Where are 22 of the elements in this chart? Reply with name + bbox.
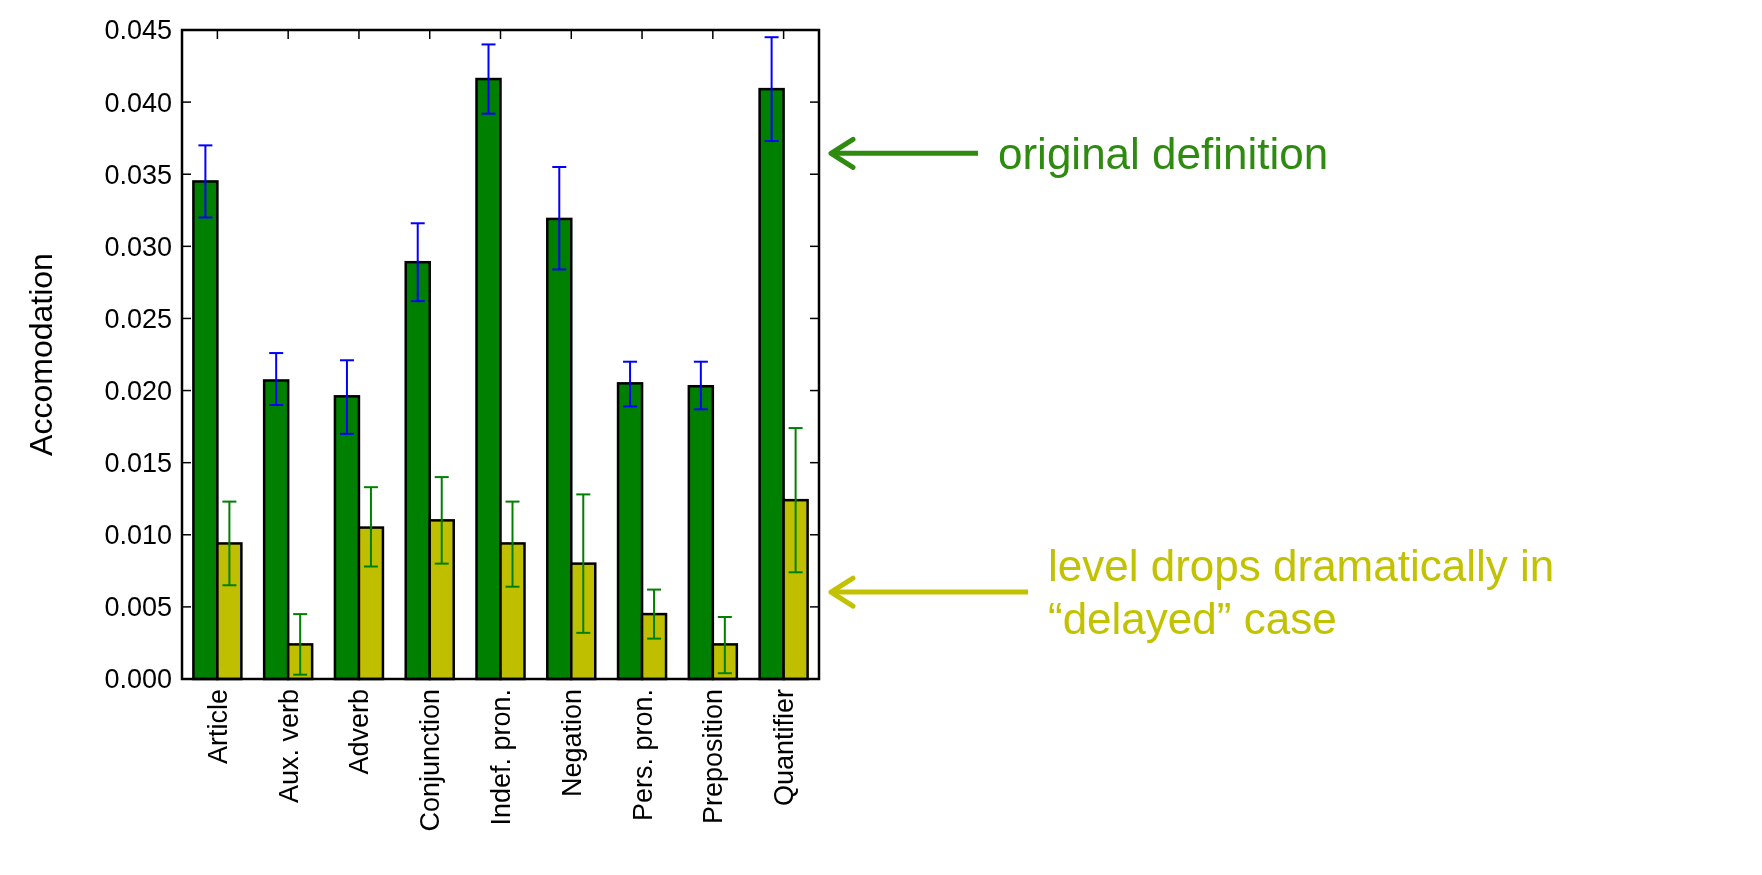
y-tick-label: 0.015 <box>104 448 172 479</box>
y-axis-title: Accomodation <box>23 253 59 456</box>
x-tick-label: Aux. verb <box>273 689 304 804</box>
y-tick-label: 0.045 <box>104 15 172 46</box>
x-tick-label: Quantifier <box>769 689 800 807</box>
y-tick-label: 0.020 <box>104 376 172 407</box>
x-tick-label: Article <box>202 689 233 765</box>
y-tick-label: 0.035 <box>104 159 172 190</box>
x-tick-label: Conjunction <box>415 689 446 832</box>
y-tick-label: 0.030 <box>104 231 172 262</box>
x-tick-label: Indef. pron. <box>485 689 516 826</box>
x-tick-label: Preposition <box>698 689 729 825</box>
y-tick-label: 0.025 <box>104 303 172 334</box>
y-tick-label: 0.040 <box>104 87 172 118</box>
text: level drops dramatically in “delayed” case <box>1048 541 1555 644</box>
text: original definition <box>998 128 1329 178</box>
y-tick-label: 0.005 <box>104 592 172 623</box>
x-tick-label: Negation <box>556 689 587 798</box>
y-tick-label: 0.010 <box>104 520 172 551</box>
x-tick-label: Adverb <box>344 689 375 775</box>
y-tick-label: 0.000 <box>104 664 172 695</box>
x-tick-label: Pers. pron. <box>627 689 658 822</box>
